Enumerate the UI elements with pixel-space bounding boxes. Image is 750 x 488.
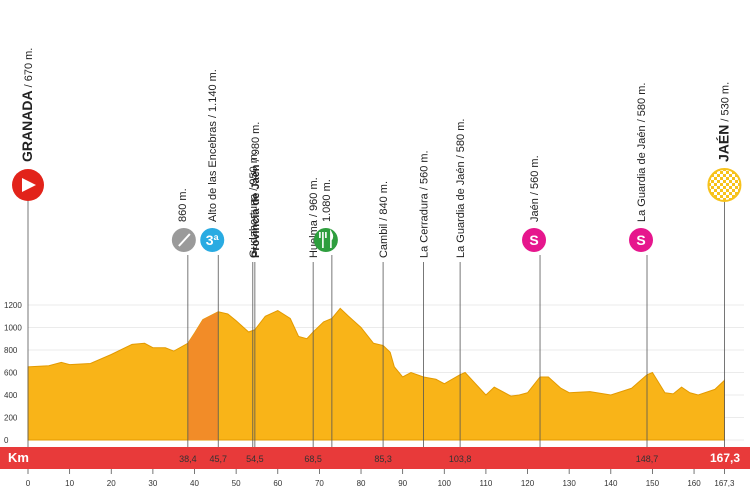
icon-text: 3ª: [206, 232, 220, 248]
waypoint-name: Cambil: [378, 224, 390, 258]
y-tick-label: 1200: [4, 301, 22, 310]
x-tick-label: 70: [315, 479, 324, 488]
x-tick-label: 40: [190, 479, 199, 488]
x-tick-label: 60: [273, 479, 282, 488]
cat-glyph: [178, 233, 191, 247]
km-label: 148,7: [636, 454, 659, 464]
waypoint-icon: [313, 228, 338, 252]
km-bar: [0, 447, 750, 469]
icon-text: S: [529, 232, 538, 248]
waypoint-label: GRANADA / 670 m.: [19, 48, 35, 162]
x-tick-label: 20: [107, 479, 116, 488]
x-tick-label: 140: [604, 479, 618, 488]
km-label: 54,5: [246, 454, 264, 464]
km-label: 45,7: [209, 454, 227, 464]
x-tick-label: 80: [357, 479, 366, 488]
x-tick-label: 100: [438, 479, 452, 488]
waypoint-altitude: / 560 m.: [529, 155, 541, 198]
waypoint-icon: [629, 228, 654, 252]
x-axis-label: Km: [8, 450, 29, 465]
waypoint-name: Provincia de Jaén: [250, 164, 262, 258]
waypoint-label: Provincia de Jaén / 980 m.: [250, 122, 262, 258]
waypoint-name: Gudahortuna: [248, 193, 260, 258]
waypoint-icon: [522, 228, 547, 252]
waypoint-label: 860 m.: [177, 188, 189, 222]
climb-area: [187, 311, 219, 440]
y-tick-label: 600: [4, 369, 18, 378]
waypoint-altitude: / 950 m.: [248, 151, 260, 194]
km-label: 167,3: [710, 451, 740, 465]
waypoint-altitude: / 960 m.: [308, 177, 320, 220]
waypoint-altitude: / 580 m.: [455, 119, 467, 162]
elevation-area: [27, 307, 725, 441]
waypoint-name: La Guardia de Jaén: [455, 161, 467, 258]
waypoint-altitude: / 1.140 m.: [207, 69, 219, 121]
x-tick-label: 0: [26, 479, 31, 488]
x-tick-label: 150: [646, 479, 660, 488]
km-label: 85,3: [374, 454, 392, 464]
x-tick-label: 167,3: [714, 479, 735, 488]
y-tick-label: 200: [4, 414, 18, 423]
waypoint-name: Jaén: [529, 198, 541, 222]
waypoint-label: Jaén / 560 m.: [529, 155, 541, 222]
waypoint-altitude: / 840 m.: [378, 181, 390, 224]
waypoint-label: Cambil / 840 m.: [378, 181, 390, 258]
x-tick-label: 10: [65, 479, 74, 488]
x-tick-label: 120: [521, 479, 535, 488]
icon-text: S: [636, 232, 645, 248]
km-label: 68,5: [304, 454, 322, 464]
waypoint-name: Alto de las Encebras: [207, 121, 219, 222]
knife: [330, 229, 334, 248]
waypoint-altitude: 860 m.: [177, 188, 189, 222]
km-label: 103,8: [449, 454, 472, 464]
waypoint-icon: [707, 168, 742, 202]
waypoint-label: JAÉN / 530 m.: [715, 82, 731, 162]
y-tick-label: 800: [4, 346, 18, 355]
x-tick-label: 50: [232, 479, 241, 488]
waypoint-name: GRANADA: [19, 90, 35, 162]
x-tick-label: 110: [480, 479, 493, 488]
fork: [319, 232, 327, 248]
waypoint-altitude: / 560 m.: [418, 150, 430, 193]
waypoint-label: Alto de las Encebras / 1.140 m.: [207, 69, 219, 222]
x-tick-label: 30: [148, 479, 157, 488]
waypoint-name: JAÉN: [715, 125, 731, 162]
y-tick-label: 400: [4, 391, 18, 400]
waypoint-altitude: / 980 m.: [250, 122, 262, 165]
waypoint-label: La Guardia de Jaén / 580 m.: [455, 119, 467, 258]
x-tick-label: 130: [562, 479, 576, 488]
y-tick-label: 1000: [4, 324, 22, 333]
start-arrow: [22, 178, 36, 192]
waypoint-altitude: / 530 m.: [719, 82, 731, 125]
waypoint-name: La Guardia de Jaén: [636, 125, 648, 222]
x-tick-label: 160: [687, 479, 701, 488]
waypoint-label: La Guardia de Jaén / 580 m.: [636, 83, 648, 222]
waypoint-icon: [200, 228, 225, 252]
y-tick-label: 0: [4, 436, 9, 445]
waypoint-altitude: 1.080 m.: [321, 179, 333, 222]
waypoint-label: 1.080 m.: [321, 179, 333, 222]
waypoint-altitude: / 670 m.: [23, 48, 35, 91]
waypoint-altitude: / 580 m.: [636, 83, 648, 126]
waypoint-label: Gudahortuna / 950 m.: [248, 151, 260, 258]
km-label: 38,4: [179, 454, 197, 464]
waypoint-name: La Cerradura: [418, 192, 430, 258]
x-tick-label: 90: [398, 479, 407, 488]
waypoint-label: La Cerradura / 560 m.: [418, 150, 430, 258]
